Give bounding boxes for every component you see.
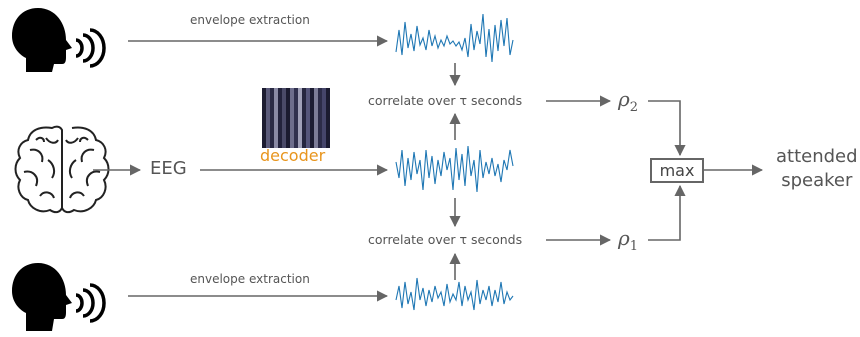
rho-2-label: ρ2: [618, 87, 639, 115]
envelope-extraction-top-label: envelope extraction: [190, 13, 310, 27]
brain-icon: [14, 125, 110, 214]
speaker-top-icon: [12, 8, 106, 72]
output-line-2: speaker: [781, 170, 853, 191]
correlate-bottom-label: correlate over τ seconds: [368, 232, 523, 247]
signal-reconstructed: [395, 145, 514, 193]
envelope-extraction-bottom-label: envelope extraction: [190, 272, 310, 286]
arrow-rho2-max: [648, 100, 686, 157]
decoder-label: decoder: [260, 146, 326, 165]
output-line-1: attended: [776, 146, 858, 167]
signal-envelope-bottom: [395, 277, 514, 311]
correlate-top-label: correlate over τ seconds: [368, 93, 523, 108]
max-label: max: [659, 161, 695, 180]
max-box: max: [650, 158, 704, 183]
eeg-label: EEG: [150, 158, 187, 179]
rho-1-label: ρ1: [618, 226, 639, 254]
arrow-rho1-max: [648, 184, 686, 241]
attended-speaker-label: attended speaker: [776, 145, 858, 193]
decoder-matrix-image: [262, 88, 330, 148]
speaker-bottom-icon: [12, 263, 106, 331]
signal-envelope-top: [395, 13, 514, 63]
